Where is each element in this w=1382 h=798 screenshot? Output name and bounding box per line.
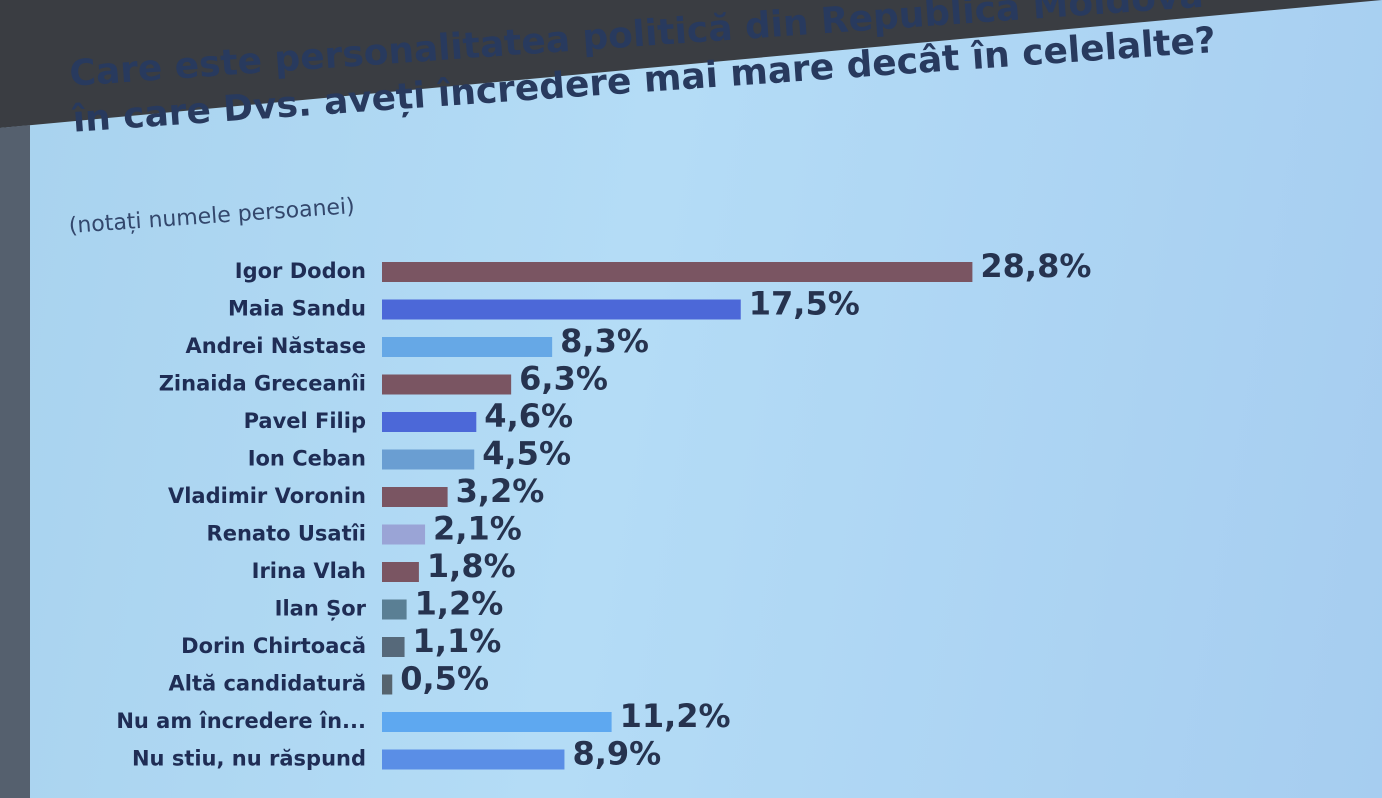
- value-label: 6,3%: [519, 360, 608, 398]
- category-label: Igor Dodon: [235, 259, 366, 283]
- value-label: 2,1%: [433, 510, 522, 548]
- value-label: 17,5%: [749, 285, 860, 323]
- category-label: Maia Sandu: [228, 297, 366, 321]
- category-label: Nu am încredere în...: [116, 709, 366, 733]
- bar: [382, 749, 565, 770]
- bar: [382, 374, 512, 395]
- bar: [382, 562, 419, 582]
- category-label: Andrei Năstase: [185, 334, 366, 358]
- bar: [382, 412, 477, 432]
- value-label: 8,3%: [560, 322, 649, 360]
- category-label: Zinaida Greceanîi: [159, 372, 366, 396]
- screen-edge: [0, 0, 1382, 128]
- category-label: Ion Ceban: [248, 447, 366, 471]
- value-label: 4,5%: [482, 435, 571, 473]
- value-label: 8,9%: [572, 735, 661, 773]
- bar: [382, 262, 973, 282]
- bar: [382, 299, 741, 320]
- category-label: Vladimir Voronin: [168, 484, 366, 508]
- value-label: 3,2%: [456, 472, 545, 510]
- bar: [382, 449, 475, 470]
- category-label: Renato Usatîi: [207, 522, 366, 546]
- value-label: 1,2%: [415, 585, 504, 623]
- bar: [382, 712, 612, 732]
- category-label: Pavel Filip: [244, 409, 366, 433]
- bar: [382, 674, 393, 695]
- value-label: 1,8%: [427, 547, 516, 585]
- bar: [382, 599, 407, 620]
- value-label: 1,1%: [413, 622, 502, 660]
- value-label: 0,5%: [400, 660, 489, 698]
- value-label: 4,6%: [484, 397, 573, 435]
- category-label: Altă candidatură: [169, 672, 367, 696]
- category-label: Dorin Chirtoacă: [181, 634, 366, 658]
- bar: [382, 637, 405, 657]
- value-label: 28,8%: [980, 247, 1091, 285]
- category-label: Ilan Șor: [275, 597, 367, 621]
- screen-border: [0, 125, 30, 798]
- category-label: Nu stiu, nu răspund: [132, 747, 366, 771]
- bar: [382, 337, 553, 357]
- bar: [382, 524, 426, 545]
- bar: [382, 487, 448, 507]
- category-label: Irina Vlah: [252, 559, 366, 583]
- value-label: 11,2%: [620, 697, 731, 735]
